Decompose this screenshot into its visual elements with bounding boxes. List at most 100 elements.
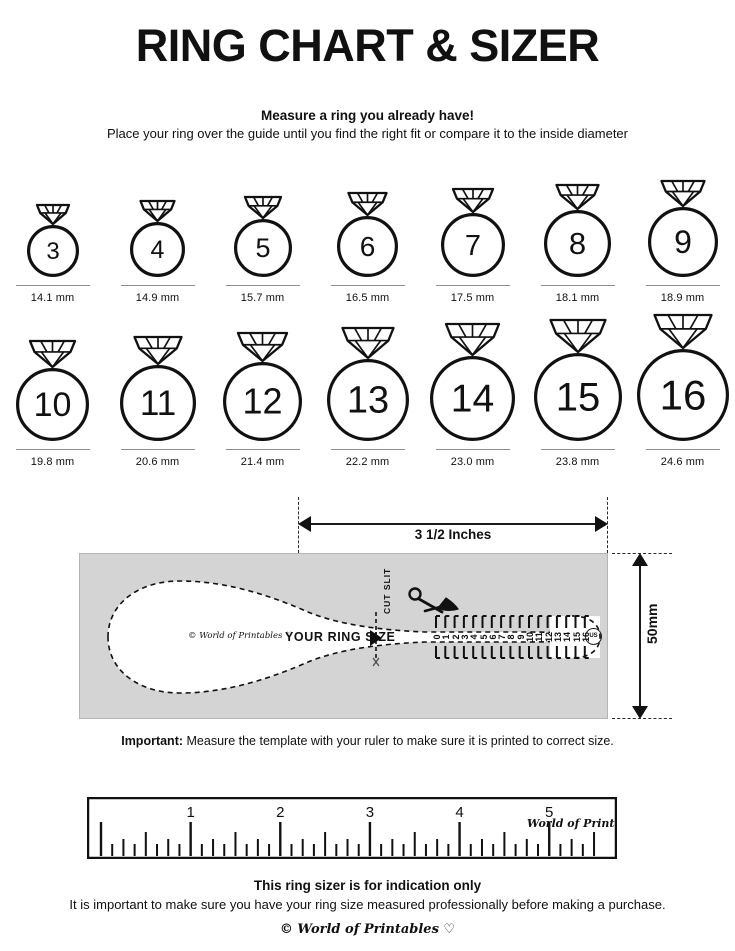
arrow-left-icon <box>298 516 311 532</box>
ring-underline <box>540 449 615 450</box>
diamond-icon <box>548 318 607 354</box>
ring-icon: 13 <box>323 325 413 443</box>
scale-tick <box>537 646 543 659</box>
ring-diameter-label: 15.7 mm <box>240 292 285 304</box>
ring-band <box>15 367 90 442</box>
scale-tick <box>565 615 571 628</box>
diamond-icon <box>35 203 70 226</box>
ring-underline <box>330 449 405 450</box>
ring-size-number: 9 <box>674 224 692 260</box>
scale-tick <box>462 646 468 659</box>
scale-tick <box>481 615 487 628</box>
ring-underline <box>15 285 90 286</box>
ring-underline <box>120 285 195 286</box>
arrow-down-icon <box>632 706 648 719</box>
us-scale-badge: US <box>585 628 602 645</box>
ring-band <box>130 222 185 277</box>
ring-diameter-label: 14.1 mm <box>30 292 75 304</box>
subtitle-text: Place your ring over the guide until you… <box>106 126 628 141</box>
ring-size-item: 7 17.5 mm <box>423 186 523 304</box>
diamond-icon <box>652 313 713 350</box>
ring-icon: 7 <box>437 186 509 279</box>
ring-icon: 12 <box>219 330 306 443</box>
subtitle-bold: Measure a ring you already have! <box>260 108 475 123</box>
ring-icon: 5 <box>230 194 296 279</box>
ruler-inch-label: 2 <box>276 804 284 821</box>
important-note: Important: Measure the template with you… <box>0 734 735 748</box>
ring-diameter-label: 18.1 mm <box>555 292 600 304</box>
diamond-icon <box>451 187 494 214</box>
diamond-icon <box>555 183 600 211</box>
ring-band <box>233 219 292 277</box>
diamond-icon <box>659 179 706 208</box>
scale-tick <box>490 646 496 659</box>
ring-underline <box>225 449 300 450</box>
ring-size-number: 16 <box>659 371 706 418</box>
ring-icon: 15 <box>530 317 626 443</box>
important-label: Important: <box>121 734 184 748</box>
ring-diameter-label: 17.5 mm <box>450 292 495 304</box>
ring-icon: 9 <box>644 178 722 279</box>
ring-diameter-label: 20.6 mm <box>135 456 180 468</box>
scale-tick <box>518 646 524 659</box>
ring-diameter-label: 24.6 mm <box>660 456 705 468</box>
ring-size-item: 12 21.4 mm <box>213 330 313 468</box>
ring-icon: 4 <box>126 198 189 279</box>
scale-tick <box>444 646 450 659</box>
ring-size-number: 14 <box>451 378 494 421</box>
ring-underline <box>540 285 615 286</box>
ring-size-number: 12 <box>242 381 282 422</box>
scale-tick <box>481 646 487 659</box>
scissors-icon <box>408 587 459 614</box>
ring-size-number: 13 <box>346 380 388 422</box>
ring-diameter-label: 23.8 mm <box>555 456 600 468</box>
ring-underline <box>645 285 720 286</box>
footer-headline: This ring sizer is for indication only <box>253 878 482 893</box>
diamond-icon <box>243 195 282 220</box>
width-dimension: 3 1/2 Inches <box>298 497 608 553</box>
ring-size-number: 8 <box>569 226 586 261</box>
inch-ruler: 1 2 3 4 5 World of Printables ♡ <box>87 797 617 859</box>
ring-diameter-label: 23.0 mm <box>450 456 495 468</box>
diamond-icon <box>444 322 501 357</box>
height-dimension: 50mm <box>612 553 672 719</box>
ring-size-item: 15 23.8 mm <box>528 317 628 468</box>
scale-tick <box>518 615 524 628</box>
ring-size-number: 3 <box>46 238 59 265</box>
ring-underline <box>15 449 90 450</box>
scale-number: 11 <box>534 632 545 642</box>
ring-band <box>647 206 718 278</box>
ring-icon: 14 <box>426 321 519 443</box>
scale-tick <box>537 615 543 628</box>
page-title: RING CHART & SIZER <box>135 20 600 71</box>
scale-tick <box>453 646 459 659</box>
ring-size-item: 5 15.7 mm <box>213 194 313 304</box>
ring-size-item: 16 24.6 mm <box>633 312 733 468</box>
ring-icon: 3 <box>23 202 83 279</box>
ring-size-number: 11 <box>139 384 175 423</box>
scale-tick <box>444 615 450 628</box>
scale-number: 8 <box>506 634 517 640</box>
diamond-icon <box>28 339 77 369</box>
ring-band <box>544 210 611 277</box>
diamond-icon <box>132 335 183 366</box>
ring-diameter-label: 21.4 mm <box>240 456 285 468</box>
scale-tick <box>555 615 561 628</box>
height-dimension-label: 50mm <box>644 603 660 644</box>
scale-tick <box>574 615 580 628</box>
important-text: Measure the template with your ruler to … <box>186 734 614 748</box>
scale-tick <box>583 646 589 659</box>
scale-tick <box>528 646 533 659</box>
ring-icon: 10 <box>12 338 93 443</box>
ring-icon: 8 <box>540 182 615 279</box>
scale-tick <box>509 615 515 628</box>
ring-icon: 6 <box>333 190 402 279</box>
ring-band <box>429 355 516 442</box>
scale-number: 5 <box>478 634 489 640</box>
scale-tick <box>462 615 468 628</box>
ring-size-item: 4 14.9 mm <box>108 198 208 304</box>
scale-tick <box>500 646 506 659</box>
ring-size-item: 9 18.9 mm <box>633 178 733 304</box>
ring-underline <box>330 285 405 286</box>
scale-tick <box>509 646 515 659</box>
